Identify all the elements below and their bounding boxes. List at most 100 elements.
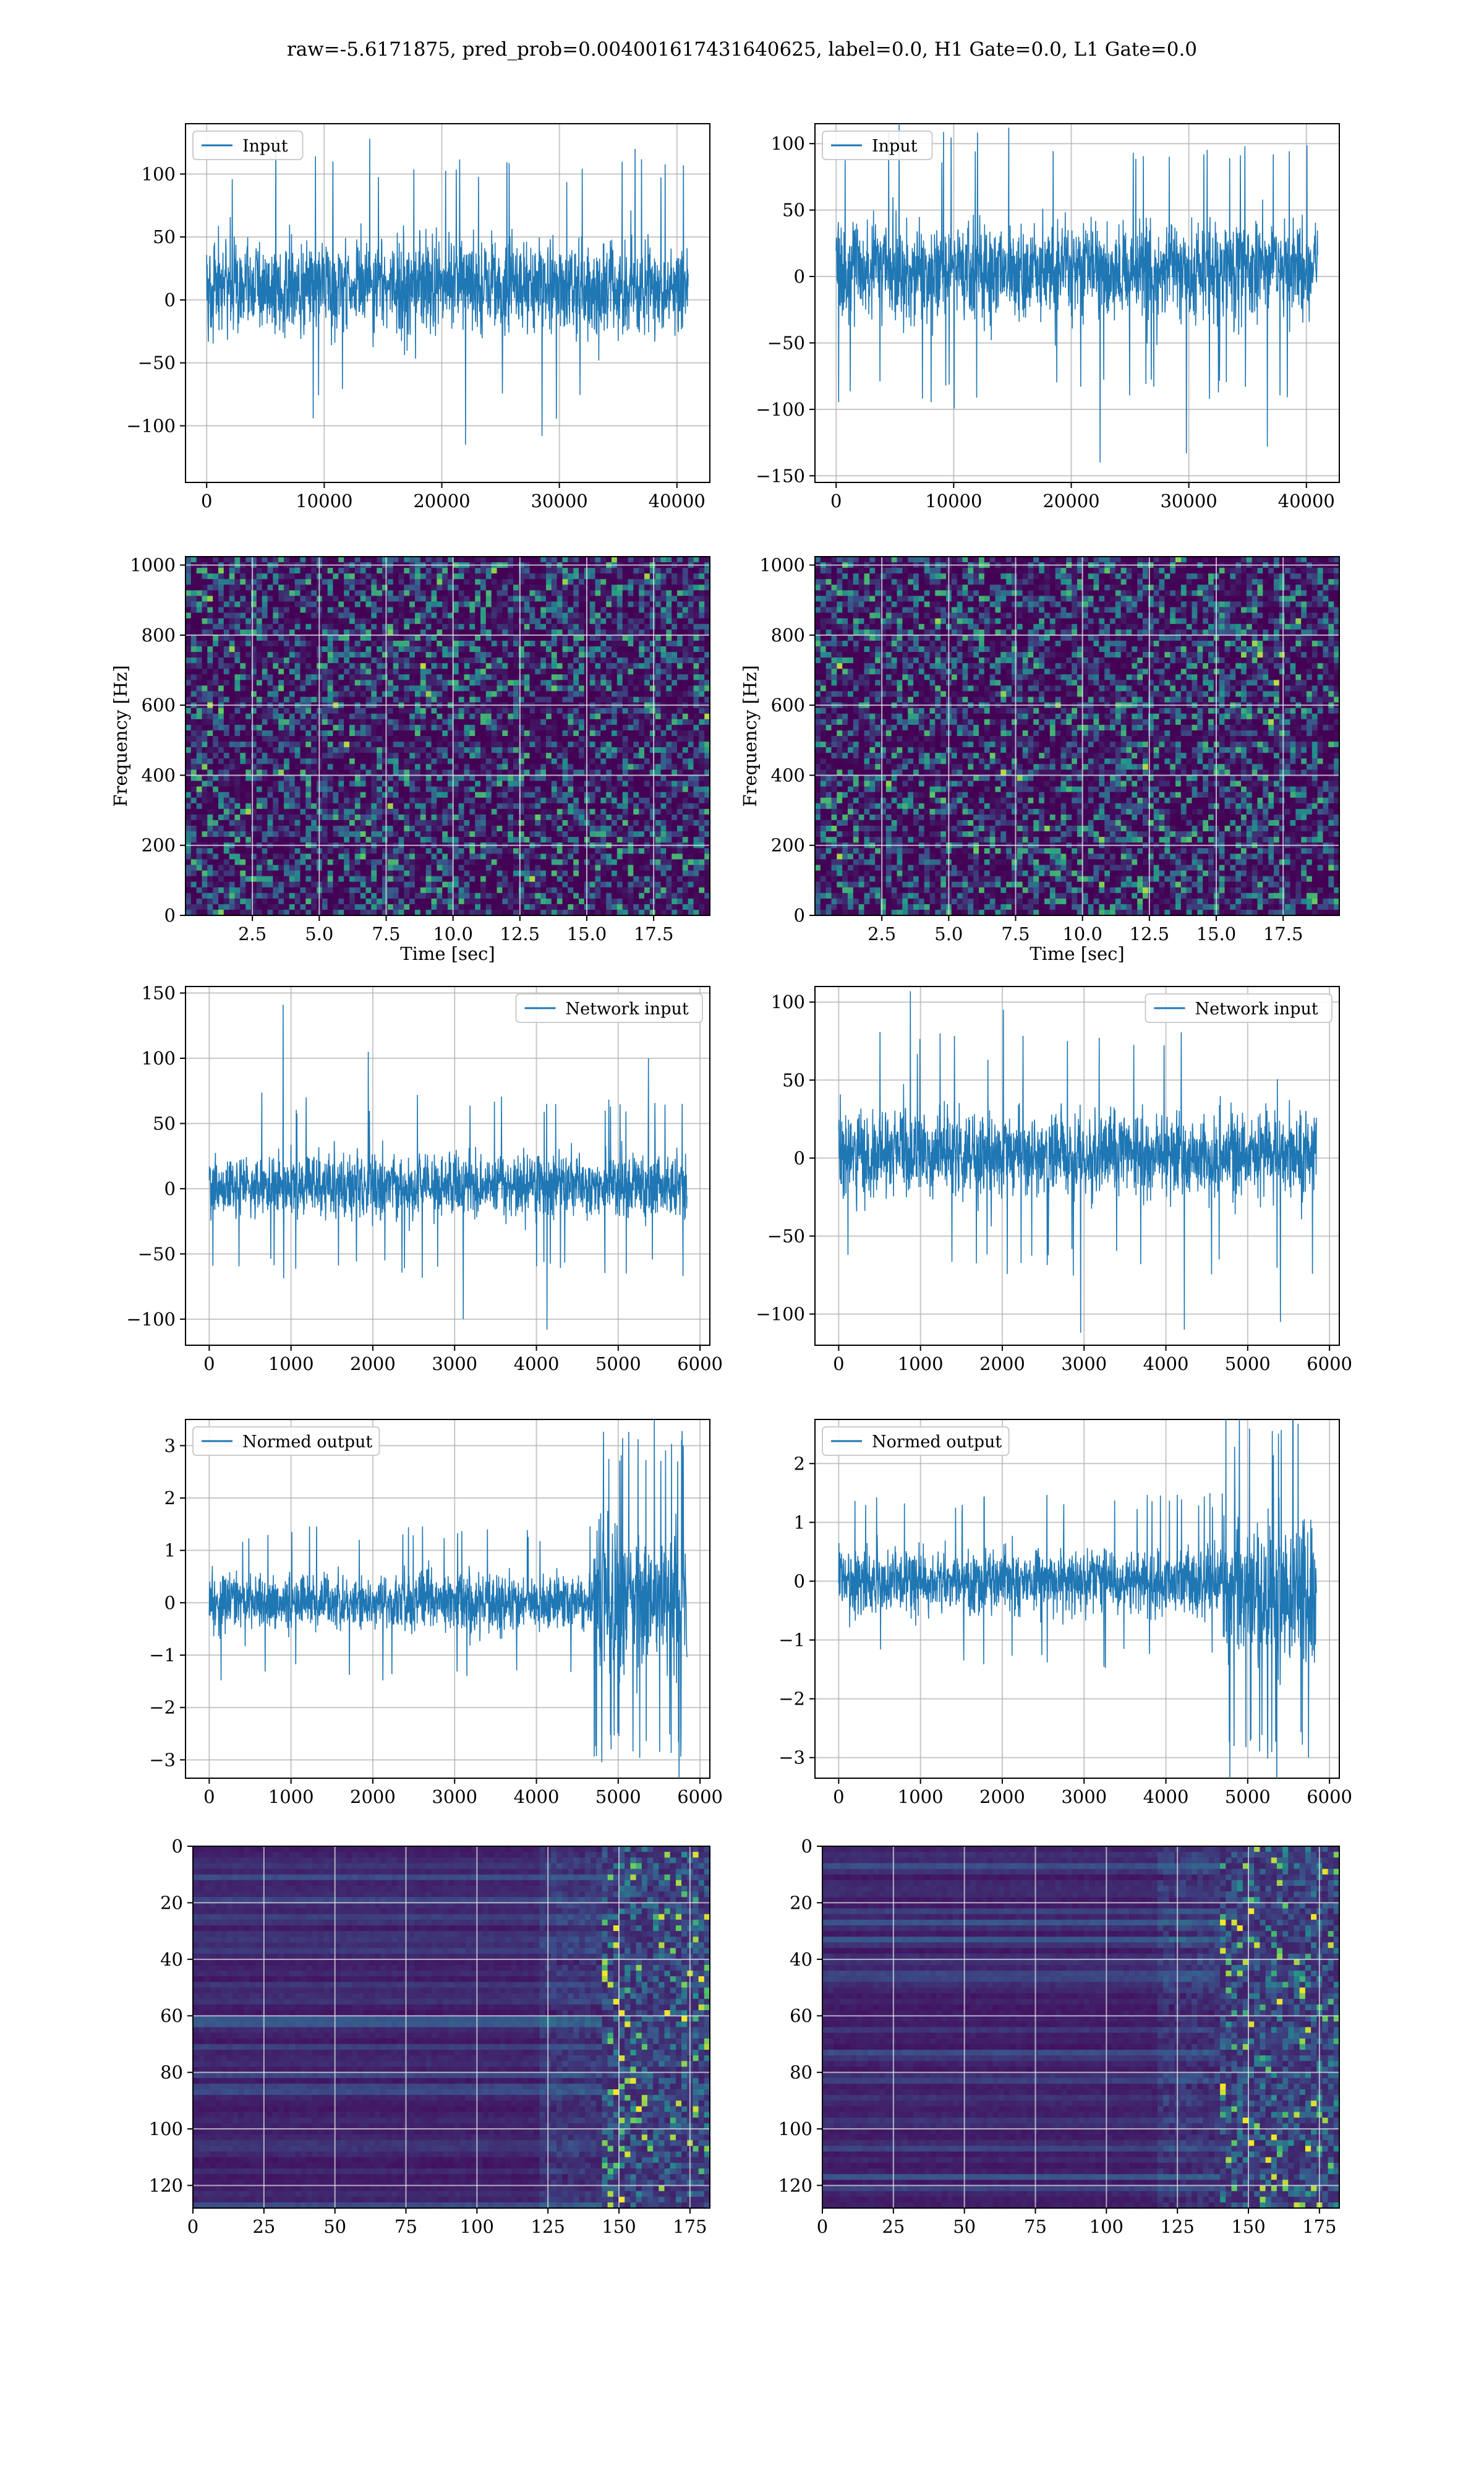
axes-frame: [185, 123, 710, 483]
x-tick-label: 100: [1090, 2216, 1124, 2237]
x-tick-label: 3000: [432, 1786, 477, 1807]
x-tick-label: 4000: [514, 1353, 560, 1374]
legend: Network input: [515, 993, 703, 1023]
legend-box: [822, 131, 933, 160]
y-tick-label: 60: [160, 2005, 183, 2026]
x-tick-label: 17.5: [1263, 923, 1303, 944]
x-tick-label: 25: [882, 2216, 905, 2237]
y-tick-label: 120: [149, 2175, 183, 2196]
x-tick-label: 150: [602, 2216, 636, 2237]
y-axis-label: Frequency [Hz]: [740, 665, 761, 807]
subplot-0-0: 0 10000 20000 30000 40000 −100 −50 0 50 100 Input: [126, 123, 710, 511]
x-tick-label: 6000: [677, 1353, 723, 1374]
x-tick-label: 5000: [1225, 1353, 1271, 1374]
axes-frame: [814, 986, 1340, 1346]
y-tick-label: −2: [778, 1689, 805, 1710]
heatmap-cells: [193, 1846, 710, 2209]
x-tick-label: 3000: [432, 1353, 477, 1374]
y-tick-label: 1: [794, 1512, 805, 1533]
y-tick-label: 50: [782, 1069, 805, 1090]
x-tick-label: 20000: [413, 490, 470, 511]
legend-box: [822, 1426, 1010, 1456]
legend-label: Network input: [566, 999, 689, 1019]
x-tick-label: 10.0: [1062, 923, 1102, 944]
x-tick-label: 100: [460, 2216, 494, 2237]
y-tick-label: 100: [771, 133, 805, 154]
y-tick-label: 0: [164, 905, 176, 926]
x-tick-label: 125: [531, 2216, 565, 2237]
x-tick-label: 50: [953, 2216, 976, 2237]
x-tick-label: 30000: [1160, 490, 1217, 511]
x-tick-label: 6000: [677, 1786, 723, 1807]
axes-frame: [814, 1419, 1340, 1779]
legend-label: Input: [242, 137, 288, 156]
legend-label: Input: [872, 137, 918, 156]
x-tick-label: 10000: [925, 490, 982, 511]
x-tick-label: 1000: [268, 1353, 314, 1374]
axes-frame: [185, 556, 710, 916]
y-tick-label: 120: [778, 2175, 812, 2196]
x-tick-label: 4000: [514, 1786, 560, 1807]
x-tick-label: 4000: [1143, 1353, 1189, 1374]
x-tick-label: 1000: [898, 1786, 944, 1807]
x-tick-label: 0: [817, 2216, 828, 2237]
x-tick-label: 0: [833, 1786, 844, 1807]
y-tick-label: 400: [142, 764, 176, 785]
y-tick-label: 600: [142, 695, 176, 716]
series-line: [208, 1004, 688, 1330]
x-tick-label: 75: [1024, 2216, 1047, 2237]
x-tick-label: 5000: [595, 1786, 641, 1807]
legend: Network input: [1145, 993, 1333, 1023]
y-tick-label: 100: [142, 1048, 176, 1069]
legend: Input: [192, 131, 304, 160]
y-tick-label: 100: [771, 991, 805, 1012]
y-tick-label: 0: [164, 1178, 176, 1199]
y-tick-label: 1000: [759, 555, 805, 576]
series-line: [838, 991, 1317, 1333]
series-line: [206, 136, 689, 445]
y-tick-label: −100: [126, 1309, 176, 1330]
x-tick-label: 3000: [1061, 1786, 1107, 1807]
x-tick-label: 30000: [531, 490, 587, 511]
y-tick-label: 0: [172, 1836, 183, 1857]
y-tick-label: 0: [164, 1592, 176, 1613]
x-tick-label: 175: [1302, 2216, 1336, 2237]
x-tick-label: 50: [323, 2216, 346, 2237]
y-tick-label: 0: [801, 1836, 812, 1857]
x-tick-label: 2.5: [238, 923, 267, 944]
y-tick-label: 0: [794, 266, 805, 287]
heatmap-cells: [815, 557, 1340, 916]
heatmap-cells: [186, 557, 710, 916]
y-tick-label: 80: [160, 2062, 183, 2083]
legend-box: [192, 131, 304, 160]
series-line: [208, 1419, 688, 1778]
subplot-1-0: 2.5 5.0 7.5 10.0 12.5 15.0 17.5 0 200 400 600 800 10…: [110, 555, 710, 964]
legend: Input: [822, 131, 933, 160]
y-tick-label: −150: [756, 465, 805, 486]
x-tick-label: 7.5: [372, 923, 400, 944]
series-line: [838, 1419, 1317, 1778]
y-tick-label: 0: [794, 1147, 805, 1168]
x-axis-label: Time [sec]: [1030, 943, 1124, 964]
y-tick-label: 0: [794, 905, 805, 926]
x-tick-label: 6000: [1307, 1786, 1352, 1807]
x-tick-label: 0: [201, 490, 212, 511]
y-tick-label: 400: [771, 764, 805, 785]
y-tick-label: 150: [142, 983, 176, 1004]
y-tick-label: 20: [160, 1892, 183, 1913]
legend-box: [1145, 993, 1333, 1023]
x-tick-label: 0: [203, 1353, 215, 1374]
y-tick-label: −2: [149, 1697, 176, 1718]
subplot-0-1: 0 10000 20000 30000 40000 −150 −100 −50 0 50 100 In…: [756, 123, 1340, 511]
y-tick-label: 3: [164, 1435, 176, 1456]
y-tick-label: −1: [149, 1645, 176, 1666]
x-tick-label: 6000: [1307, 1353, 1352, 1374]
axes-frame: [814, 556, 1340, 916]
y-tick-label: 40: [160, 1949, 183, 1970]
y-tick-label: 800: [142, 625, 176, 646]
y-tick-label: 20: [790, 1892, 812, 1913]
subplot-3-0: 0 1000 2000 3000 4000 5000 6000 −3 −2 −1 0 1 2 3 Norme…: [149, 1419, 723, 1807]
x-tick-label: 175: [673, 2216, 707, 2237]
legend-label: Network input: [1195, 999, 1318, 1019]
x-tick-label: 12.5: [500, 923, 540, 944]
